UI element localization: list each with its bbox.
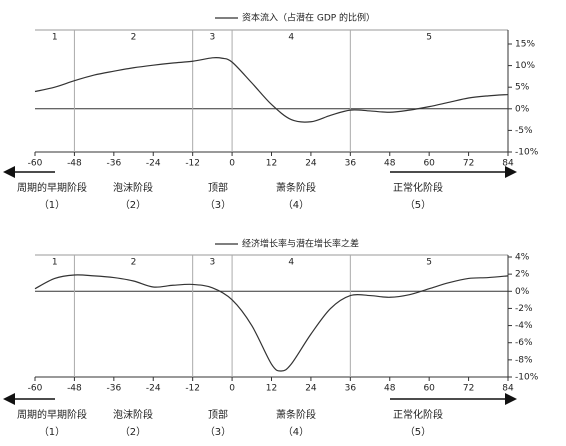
phase-label: 周期的早期阶段 — [17, 408, 87, 421]
phase-number: （4） — [283, 199, 309, 211]
phase-label: 顶部 — [208, 181, 228, 194]
y-tick-label: -4% — [515, 321, 533, 331]
region-label: 2 — [131, 258, 137, 268]
y-tick-label: -5% — [515, 126, 533, 136]
y-tick-label: -10% — [515, 148, 539, 158]
y-tick-label: -8% — [515, 355, 533, 365]
x-tick-label: 0 — [229, 159, 235, 169]
x-tick-label: 12 — [266, 384, 277, 394]
x-tick-label: 84 — [502, 159, 514, 169]
x-tick-label: 60 — [423, 159, 435, 169]
x-tick-label: -60 — [28, 384, 43, 394]
phase-number: （4） — [283, 426, 309, 438]
x-tick-label: 24 — [305, 159, 317, 169]
x-tick-label: -12 — [185, 384, 200, 394]
x-tick-label: -48 — [67, 384, 82, 394]
phase-number: （5） — [405, 426, 431, 438]
y-tick-label: 0% — [515, 104, 530, 114]
x-tick-label: 72 — [463, 384, 474, 394]
y-tick-label: -2% — [515, 304, 533, 314]
region-label: 5 — [426, 258, 432, 268]
phase-label: 泡沫阶段 — [113, 181, 153, 194]
phase-label: 泡沫阶段 — [113, 408, 153, 421]
x-tick-label: -36 — [106, 159, 121, 169]
phase-number: （3） — [205, 426, 231, 438]
phase-label: 正常化阶段 — [393, 181, 443, 194]
x-tick-label: 12 — [266, 159, 277, 169]
x-tick-label: 0 — [229, 384, 235, 394]
legend-label: 经济增长率与潜在增长率之差 — [242, 238, 359, 250]
phase-number: （3） — [205, 199, 231, 211]
region-label: 2 — [131, 33, 137, 43]
phase-label: 萧条阶段 — [276, 408, 316, 421]
data-line — [34, 56, 509, 123]
phase-label: 周期的早期阶段 — [17, 181, 87, 194]
x-tick-label: 36 — [345, 159, 357, 169]
x-tick-label: -60 — [28, 159, 43, 169]
region-label: 4 — [288, 258, 294, 268]
x-tick-label: 84 — [502, 384, 514, 394]
phase-number: （1） — [39, 426, 65, 438]
x-tick-label: -36 — [106, 384, 121, 394]
legend-label: 资本流入（占潜在 GDP 的比例） — [242, 12, 375, 24]
x-tick-label: -48 — [67, 159, 82, 169]
x-tick-label: 48 — [384, 384, 396, 394]
y-tick-label: 15% — [515, 40, 535, 50]
x-tick-label: 72 — [463, 159, 474, 169]
region-label: 3 — [210, 258, 216, 268]
y-tick-label: -6% — [515, 338, 533, 348]
region-label: 1 — [52, 258, 58, 268]
phase-number: （2） — [120, 426, 146, 438]
phase-label: 正常化阶段 — [393, 408, 443, 421]
phase-number: （1） — [39, 199, 65, 211]
y-tick-label: 4% — [515, 253, 530, 263]
phase-label: 顶部 — [208, 408, 228, 421]
x-tick-label: -24 — [146, 159, 161, 169]
phase-number: （5） — [405, 199, 431, 211]
x-tick-label: -24 — [146, 384, 161, 394]
region-label: 1 — [52, 33, 58, 43]
x-tick-label: 36 — [345, 384, 357, 394]
x-tick-label: 60 — [423, 384, 435, 394]
phase-label: 萧条阶段 — [276, 181, 316, 194]
x-tick-label: 24 — [305, 384, 317, 394]
region-label: 5 — [426, 33, 432, 43]
x-tick-label: -12 — [185, 159, 200, 169]
y-tick-label: -10% — [515, 373, 539, 383]
y-tick-label: 10% — [515, 61, 535, 71]
data-line — [34, 274, 509, 372]
phase-number: （2） — [120, 199, 146, 211]
x-tick-label: 48 — [384, 159, 396, 169]
region-label: 3 — [210, 33, 216, 43]
y-tick-label: 0% — [515, 287, 530, 297]
y-tick-label: 5% — [515, 83, 530, 93]
y-tick-label: 2% — [515, 270, 530, 280]
region-label: 4 — [288, 33, 294, 43]
